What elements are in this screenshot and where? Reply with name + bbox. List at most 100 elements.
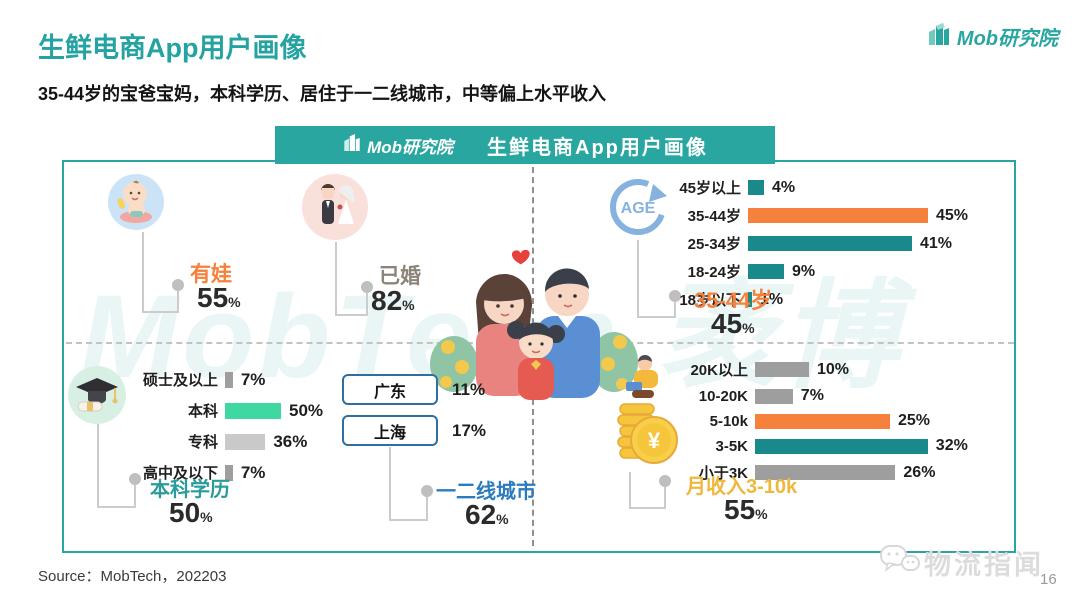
bar-value: 1% xyxy=(760,290,784,308)
bar-row: 18-24岁 9% xyxy=(645,261,1017,282)
bar xyxy=(755,438,928,454)
source-note: Source：MobTech，202203 xyxy=(38,568,227,585)
bar-row: 3-5K 32% xyxy=(656,437,1016,455)
bar-value: 32% xyxy=(935,437,968,454)
city-highlight-value: 62% xyxy=(465,499,509,530)
svg-text:AGE: AGE xyxy=(621,200,656,217)
bar-label: 20K以上 xyxy=(690,362,748,379)
footer-watermark: 物流指闻 xyxy=(880,543,1044,582)
family-illustration xyxy=(428,242,640,405)
city-value: 17% xyxy=(452,420,487,440)
kids-stat-label: 有娃 xyxy=(190,263,232,286)
married-stat-label: 已婚 xyxy=(379,265,421,288)
bar xyxy=(755,465,896,480)
wedding-couple-icon xyxy=(302,174,368,245)
bar-row: 硕士及以上 7% xyxy=(106,369,346,390)
bar-label: 45岁以上 xyxy=(679,180,741,197)
mob-building-icon-white xyxy=(342,133,362,157)
bar xyxy=(748,264,784,279)
city-box: 广东 xyxy=(342,374,438,405)
bar-row: 20K以上 10% xyxy=(656,359,1016,380)
footer-watermark-text: 物流指闻 xyxy=(924,550,1044,580)
bar-label: 35-44岁 xyxy=(687,208,741,225)
bar-value: 45% xyxy=(936,206,969,224)
bar xyxy=(755,362,809,377)
age-bar-chart: 45岁以上 4% 35-44岁 45% 25-34岁 41% 18-24岁 9% 18岁以下 1% xyxy=(645,177,1017,317)
bar xyxy=(748,292,752,307)
bar-label: 小于3K xyxy=(698,465,748,482)
mob-building-icon xyxy=(926,22,952,51)
city-row: 广东 11% xyxy=(342,374,486,405)
bar-value: 10% xyxy=(817,360,850,378)
bar-label: 5-10k xyxy=(709,412,748,430)
bar-row: 18岁以下 1% xyxy=(645,289,1017,310)
graduation-cap-icon xyxy=(68,366,126,429)
city-highlight-label: 一二线城市 xyxy=(436,481,536,503)
city-box: 上海 xyxy=(342,415,438,446)
bar-value: 7% xyxy=(240,369,266,389)
bar-value: 25% xyxy=(898,412,931,429)
bar-label: 25-34岁 xyxy=(687,236,741,253)
married-stat-value: 82% xyxy=(371,285,415,316)
city-list: 广东 11% 上海 17% xyxy=(342,374,486,456)
bar xyxy=(225,464,233,481)
income-highlight-label: 月收入3-10k xyxy=(686,476,798,498)
brand-logo: Mob研究院 xyxy=(926,22,1058,51)
bar-value: 41% xyxy=(920,234,953,252)
kids-stat-value: 55% xyxy=(197,282,241,313)
bar-value: 50% xyxy=(289,400,324,420)
bar-row: 35-44岁 45% xyxy=(645,205,1017,226)
page-subtitle: 35-44岁的宝爸宝妈，本科学历、居住于一二线城市，中等偏上水平收入 xyxy=(38,84,607,104)
city-row: 上海 17% xyxy=(342,415,486,446)
bar-row: 25-34岁 41% xyxy=(645,233,1017,254)
banner-title: 生鲜电商App用户画像 xyxy=(487,136,708,159)
banner-logo-text: Mob研究院 xyxy=(367,137,454,157)
brand-name: Mob研究院 xyxy=(956,28,1058,50)
age-highlight-value: 45% xyxy=(711,308,755,339)
bar xyxy=(748,208,928,223)
page-number: 16 xyxy=(1040,571,1057,588)
bar-label: 3-5K xyxy=(715,437,748,455)
age-highlight-label: 35-44岁 xyxy=(694,288,773,313)
wechat-bubbles-icon xyxy=(880,544,920,581)
income-highlight-value: 55% xyxy=(724,494,768,525)
income-bar-chart: 20K以上 10% 10-20K 7% 5-10k 25% 3-5K 32% 小于3K 26% xyxy=(656,359,1016,490)
bar-row: 小于3K 26% xyxy=(656,462,1016,483)
coins-icon: ¥ xyxy=(598,352,682,475)
bar xyxy=(225,433,266,450)
city-value: 11% xyxy=(452,379,486,399)
bar-row: 5-10k 25% xyxy=(656,412,1016,430)
bar-value: 9% xyxy=(792,262,816,280)
bar-label: 10-20K xyxy=(698,387,748,405)
bar-label: 18-24岁 xyxy=(687,264,741,281)
panel-banner: Mob研究院 生鲜电商App用户画像 xyxy=(275,126,775,164)
education-bar-chart: 硕士及以上 7% 本科 50% 专科 36% 高中及以下 7% xyxy=(106,369,346,493)
bar-row: 专科 36% xyxy=(106,431,346,452)
bar-value: 7% xyxy=(240,462,266,482)
bar-value: 36% xyxy=(273,431,308,451)
bar-row: 高中及以下 7% xyxy=(106,462,346,483)
bar xyxy=(748,236,912,251)
banner-logo: Mob研究院 xyxy=(342,133,453,158)
bar xyxy=(748,180,764,195)
bar-label: 高中及以下 xyxy=(142,465,218,482)
bar xyxy=(755,388,793,404)
bar-row: 10-20K 7% xyxy=(656,387,1016,405)
bar-label: 本科 xyxy=(187,403,218,420)
bar-label: 专科 xyxy=(187,434,218,451)
bar xyxy=(755,413,890,429)
bar-value: 4% xyxy=(772,178,796,196)
bar-value: 7% xyxy=(800,387,824,404)
svg-text:¥: ¥ xyxy=(648,428,661,453)
page-title: 生鲜电商App用户画像 xyxy=(38,33,307,63)
education-highlight-label: 本科学历 xyxy=(150,479,230,501)
bar-label: 18岁以下 xyxy=(679,292,741,309)
bar-row: 本科 50% xyxy=(106,400,346,421)
bar xyxy=(225,371,233,388)
bar xyxy=(225,402,281,419)
bar-value: 26% xyxy=(903,463,936,481)
bar-row: 45岁以上 4% xyxy=(645,177,1017,198)
baby-icon xyxy=(108,174,164,235)
education-highlight-value: 50% xyxy=(169,497,213,528)
bar-label: 硕士及以上 xyxy=(142,372,218,389)
